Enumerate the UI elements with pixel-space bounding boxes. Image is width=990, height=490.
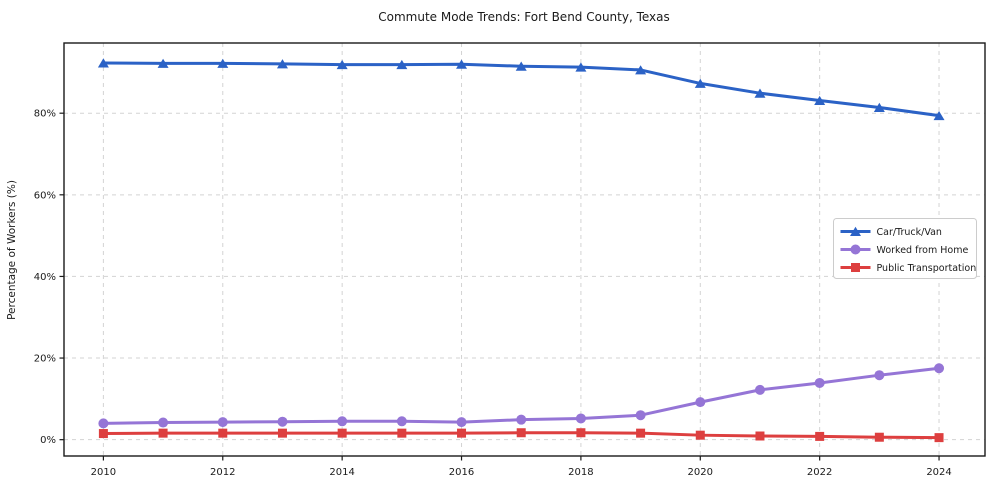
plot-border (63, 42, 986, 457)
public-transportation-marker (516, 428, 526, 438)
y-axis-label: Percentage of Workers (%) (6, 180, 18, 320)
car-truck-van-marker (635, 65, 647, 75)
car-truck-van-marker (336, 59, 348, 70)
x-tick-label: 2024 (926, 467, 951, 478)
worked-from-home-marker (635, 410, 646, 421)
x-tick-label: 2018 (568, 467, 593, 478)
car-truck-van-marker (456, 59, 468, 69)
worked-from-home-marker (695, 397, 706, 408)
legend-label: Public Transportation (877, 263, 977, 274)
car-truck-van-marker (694, 78, 706, 88)
x-tick-label: 2012 (210, 467, 235, 478)
public-transportation-marker (457, 428, 467, 438)
y-tick-label: 20% (34, 354, 56, 365)
public-transportation-marker (98, 429, 108, 439)
public-transportation-marker (158, 428, 168, 438)
y-tick-label: 60% (34, 190, 56, 201)
worked-from-home-marker (874, 370, 885, 381)
public-transportation-marker (397, 428, 407, 438)
x-tick-label: 2014 (329, 467, 354, 478)
car-truck-van-marker (814, 95, 826, 106)
car-truck-van-line (101, 61, 941, 118)
worked-from-home-marker (158, 417, 169, 428)
car-truck-van-marker (217, 58, 229, 68)
worked-from-home-marker (277, 416, 288, 427)
legend-item-worked-from-home: Worked from Home (840, 244, 969, 256)
public-transportation-marker (695, 430, 705, 440)
car-truck-van-marker (515, 61, 527, 71)
legend-sample-marker (850, 244, 861, 255)
series-layer (97, 58, 945, 443)
car-truck-van-marker (575, 62, 587, 72)
public-transportation-marker (755, 431, 765, 441)
worked-from-home-marker (934, 363, 945, 374)
chart-title: Commute Mode Trends: Fort Bend County, T… (378, 10, 670, 24)
public-transportation-marker (636, 428, 646, 438)
legend-sample-marker (851, 263, 860, 272)
worked-from-home-marker (516, 414, 527, 425)
legend-box (833, 218, 977, 279)
worked-from-home-marker (456, 417, 467, 428)
public-transportation-marker (874, 432, 884, 442)
worked-from-home-marker (814, 377, 825, 388)
public-transportation-marker (277, 428, 287, 438)
worked-from-home-marker (396, 416, 407, 427)
x-tick-label: 2016 (449, 467, 474, 478)
y-tick-label: 40% (34, 272, 56, 283)
x-tick-label: 2022 (807, 467, 832, 478)
axes-layer: 2010 2012 2014 2016 2018 2020 2022 2024 0% 20% 40%… (34, 42, 986, 478)
car-truck-van-marker (157, 58, 169, 68)
worked-from-home-marker (575, 413, 586, 424)
public-transportation-marker (218, 428, 228, 438)
x-tick-label: 2020 (688, 467, 713, 478)
car-truck-van-marker (754, 88, 766, 98)
worked-from-home-marker (217, 417, 228, 428)
car-truck-van-marker (933, 110, 945, 121)
car-truck-van-marker (873, 102, 885, 112)
worked-from-home-marker (98, 418, 109, 429)
legend-label: Car/Truck/Van (877, 227, 942, 238)
public-transportation-marker (337, 428, 347, 438)
car-truck-van-marker (276, 59, 288, 69)
public-transportation-marker (576, 428, 586, 438)
car-truck-van-marker (97, 58, 109, 68)
legend-sample-marker (850, 226, 861, 236)
legend-item-car-truck-van: Car/Truck/Van (840, 226, 942, 238)
legend: Car/Truck/Van Worked from Home Public Tran… (833, 218, 977, 279)
y-tick-label: 80% (34, 109, 56, 120)
x-tick-label: 2010 (91, 467, 116, 478)
public-transportation-marker (934, 433, 944, 443)
y-tick-label: 0% (40, 435, 56, 446)
legend-item-public-transportation: Public Transportation (840, 263, 977, 274)
worked-from-home-marker (337, 416, 348, 427)
legend-label: Worked from Home (877, 245, 969, 256)
worked-from-home-marker (754, 384, 765, 395)
car-truck-van-marker (396, 59, 408, 70)
public-transportation-marker (815, 431, 825, 441)
